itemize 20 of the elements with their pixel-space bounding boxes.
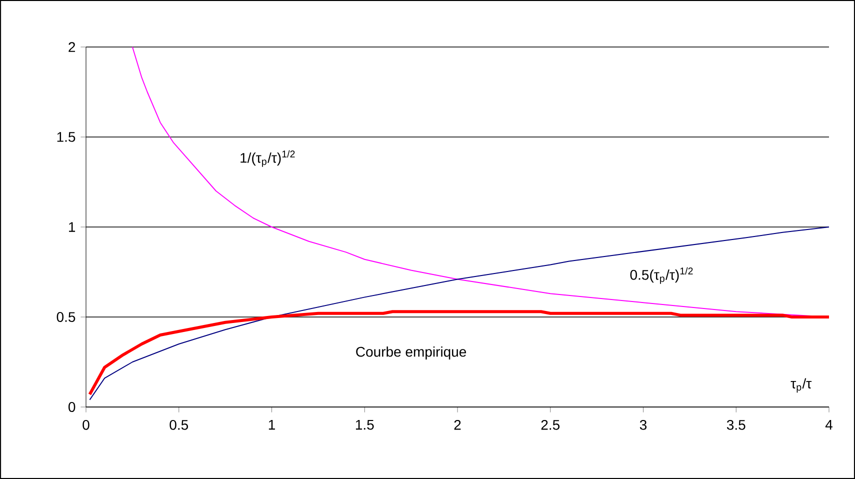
x-tick-label: 3 (640, 420, 647, 430)
series-label: 0.5(τ$_{p}$/τ)$^{1/2}$ (630, 267, 693, 284)
line-series (89, 226, 830, 400)
y-tick-label: 1.5 (57, 132, 76, 142)
y-tick-label: 2 (68, 42, 76, 52)
text: 1/(τ$_{p}$/τ)$^{1/2}$ (240, 150, 295, 167)
text: Courbe empirique (356, 346, 466, 360)
x-tick-label: 4 (825, 420, 832, 430)
y-tick-label: 0.5 (56, 312, 76, 322)
x-tick-label: 0 (82, 420, 90, 430)
y-tick-label: 1 (69, 222, 76, 232)
x-tick-label: 3.5 (726, 420, 746, 430)
line-series (88, 310, 831, 396)
x-tick-label: 1 (268, 420, 275, 430)
y-tick-label: 0 (68, 402, 76, 412)
x-axis-title: τ$_{p}$/τ (790, 378, 812, 393)
x-tick-label: 1.5 (356, 420, 374, 430)
x-tick-label: 0.5 (170, 420, 188, 430)
x-tick-label: 2 (454, 420, 461, 430)
x-tick-label: 2.5 (541, 420, 560, 430)
